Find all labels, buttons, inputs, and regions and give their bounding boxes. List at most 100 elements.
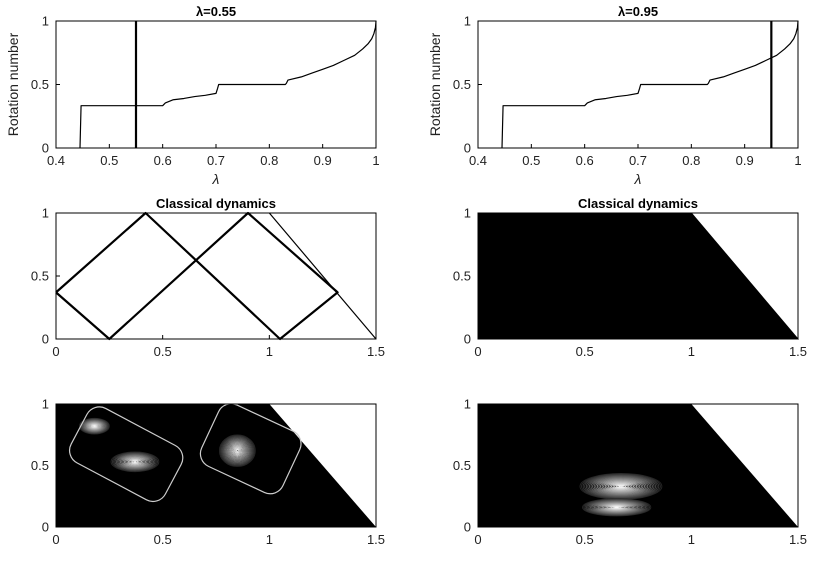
contour-line [596,478,646,495]
contour-line [223,438,251,463]
contour-line [231,445,243,456]
contour-cluster-2 [218,434,256,467]
x-tick-label: 0.4 [47,153,65,168]
x-tick-label: 0.5 [100,153,118,168]
y-tick-label: 0 [464,520,471,535]
contour-line [119,455,150,469]
contour-line [612,483,630,490]
x-tick-label: 1.5 [367,344,385,359]
domain-boundary-line [268,212,377,340]
contour-line [604,480,638,492]
contour-background [56,404,376,527]
contour-line [110,451,160,473]
contour-line [234,448,240,453]
contour-line [607,481,634,491]
chart-title: λ=0.95 [618,4,658,19]
contour-line [93,425,96,428]
y-tick-label: 0 [464,332,471,347]
x-tick-label: 0.9 [736,153,754,168]
y-tick-label: 0 [42,141,49,156]
contour-background [478,404,798,527]
x-tick-label: 0 [52,344,59,359]
contour-line [588,476,653,497]
x-tick-label: 0 [52,532,59,547]
contour-line [606,481,636,492]
contour-line [592,477,650,496]
contour-line [118,454,152,469]
contour-map [478,404,798,527]
contour-line [618,485,623,488]
contour-line [114,453,156,471]
chart-title: Classical dynamics [578,196,698,211]
contour-line [219,435,255,467]
contour-line [133,460,137,463]
contour-line [595,478,647,495]
x-tick-label: 0 [474,532,481,547]
x-tick-label: 0.8 [682,153,700,168]
x-axis-label: λ [212,171,220,187]
contour-cluster-1 [579,473,663,500]
contour-line [122,456,148,468]
panel-5: 0 0.5 1 1.5 0 0.5 1 [31,397,385,548]
x-tick-label: 0.6 [576,153,594,168]
x-tick-label: 1 [266,532,273,547]
y-tick-label: 0.5 [453,458,471,473]
x-tick-label: 0 [474,344,481,359]
panel-1: 0.4 0.5 0.6 0.7 0.8 0.9 1 0 0.5 1 λ=0.55 λ Rotation … [5,4,380,187]
y-tick-label: 1 [42,206,49,221]
contour-line [113,452,157,472]
contour-line [229,444,245,458]
x-tick-label: 0.5 [522,153,540,168]
x-tick-label: 0.5 [576,532,594,547]
x-tick-label: 0.7 [207,153,225,168]
contour-line [115,453,154,470]
contour-map [56,404,376,527]
contour-cluster-2 [582,498,652,517]
x-tick-label: 0.5 [154,532,172,547]
y-tick-label: 0.5 [31,269,49,284]
y-tick-label: 1 [464,14,471,29]
contour-line [598,479,644,494]
contour-line [601,479,641,493]
series-line-1 [55,211,339,341]
x-axis-label: λ [634,171,642,187]
contour-line [224,439,250,462]
contour-line [228,443,246,459]
contour-line [121,455,149,468]
panel-2: 0.4 0.5 0.6 0.7 0.8 0.9 1 0 0.5 1 λ=0.95 λ Rotation … [427,4,802,187]
contour-line [111,452,158,472]
contour-line [225,440,249,461]
contour-line [585,475,657,498]
x-tick-label: 1.5 [789,532,807,547]
x-tick-label: 0.7 [629,153,647,168]
series-line-1 [501,20,799,149]
x-tick-label: 0.9 [314,153,332,168]
contour-line [127,458,143,465]
contour-line [117,454,153,470]
y-tick-label: 0 [42,520,49,535]
x-tick-label: 0.6 [154,153,172,168]
contour-line [600,479,642,494]
x-tick-label: 1 [688,344,695,359]
x-tick-label: 1.5 [789,344,807,359]
contour-line [230,445,244,457]
y-tick-label: 0.5 [31,458,49,473]
contour-line [235,449,239,453]
contour-line [584,474,658,499]
contour-line [615,484,627,489]
panel-4: 0 0.5 1 1.5 0 0.5 1 Classical dynamics [453,196,807,359]
contour-line [603,480,639,493]
x-tick-label: 1 [266,344,273,359]
contour-line [125,457,145,467]
contour-line [590,476,652,497]
contour-line [126,458,144,466]
x-tick-label: 1.5 [367,532,385,547]
contour-line [222,438,252,464]
y-tick-label: 1 [42,397,49,412]
y-tick-label: 0 [464,141,471,156]
contour-line [593,477,649,496]
axes-frame [477,20,799,149]
island-right [199,404,302,495]
axes-frame [55,20,377,149]
